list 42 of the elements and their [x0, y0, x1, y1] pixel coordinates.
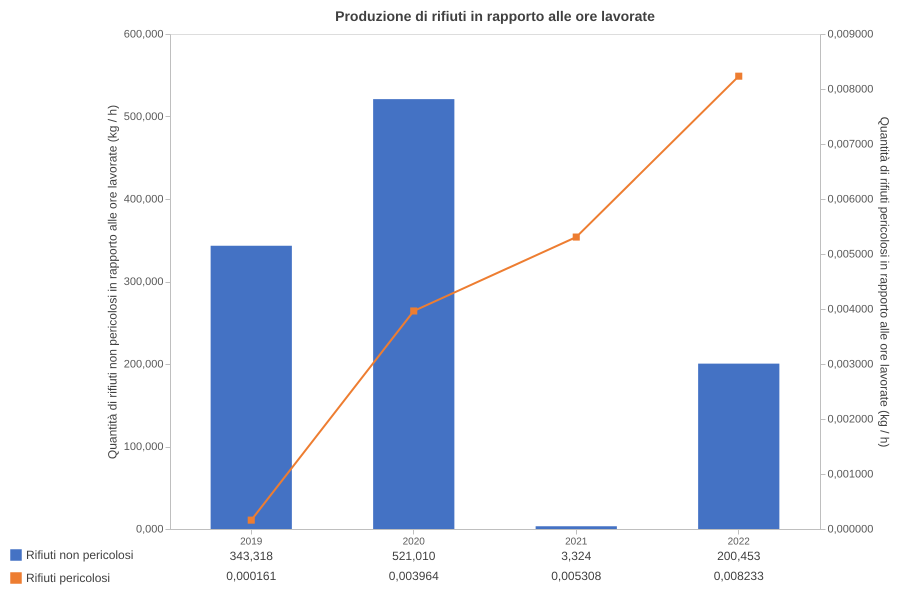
y2-tick-label: 0,002000 — [828, 414, 874, 426]
point — [735, 72, 742, 80]
data-label: 0,008233 — [714, 569, 764, 583]
legend-label: Rifiuti non pericolosi — [26, 548, 134, 562]
bar — [536, 526, 617, 529]
legend-label: Rifiuti pericolosi — [26, 571, 110, 585]
y-tick-label: 200,000 — [124, 358, 164, 370]
x-tick-label: 2020 — [402, 536, 426, 548]
y-tick-label: 400,000 — [124, 194, 164, 206]
y-tick-label: 600,000 — [124, 28, 164, 40]
bar — [210, 246, 292, 529]
y-tick-label: 500,000 — [124, 111, 164, 123]
data-label: 3,324 — [561, 549, 592, 563]
x-tick-label: 2021 — [565, 536, 588, 548]
y2-tick-label: 0,007000 — [828, 138, 874, 150]
y2-tick-label: 0,005000 — [828, 248, 874, 260]
point — [248, 516, 255, 524]
bar — [698, 364, 780, 529]
data-label: 200,453 — [717, 549, 761, 563]
data-label: 521,010 — [392, 549, 436, 563]
data-label: 0,003964 — [388, 569, 440, 583]
point — [410, 307, 418, 315]
y2-axis-title: Quantità di rifiuti pericolosi in rapporto alle ore lavorate (kg / h) — [877, 116, 892, 448]
y2-tick-label: 0,004000 — [828, 304, 874, 316]
y2-tick-label: 0,009000 — [828, 28, 874, 40]
y-tick-label: 0,000 — [136, 524, 164, 536]
y2-tick-label: 0,008000 — [828, 84, 874, 96]
y2-tick-label: 0,000000 — [828, 524, 874, 536]
point — [572, 234, 580, 241]
x-tick-label: 2019 — [240, 536, 263, 548]
data-label: 343,318 — [230, 549, 274, 563]
data-label: 0,000161 — [226, 569, 277, 583]
y-tick-label: 300,000 — [124, 276, 164, 288]
y-tick-label: 100,000 — [124, 441, 164, 453]
bar — [373, 99, 454, 529]
y2-tick-label: 0,001000 — [828, 468, 874, 480]
chart-title: Produzione di rifiuti in rapporto alle ore lavorate — [335, 8, 656, 24]
y2-tick-label: 0,003000 — [828, 358, 874, 370]
y-axis-title: Quantità di rifiuti non pericolosi in rapporto alle ore lavorate (kg / h) — [106, 104, 120, 460]
data-label: 0,005308 — [551, 569, 602, 583]
x-tick-label: 2022 — [728, 536, 750, 548]
y2-tick-label: 0,006000 — [828, 194, 874, 206]
